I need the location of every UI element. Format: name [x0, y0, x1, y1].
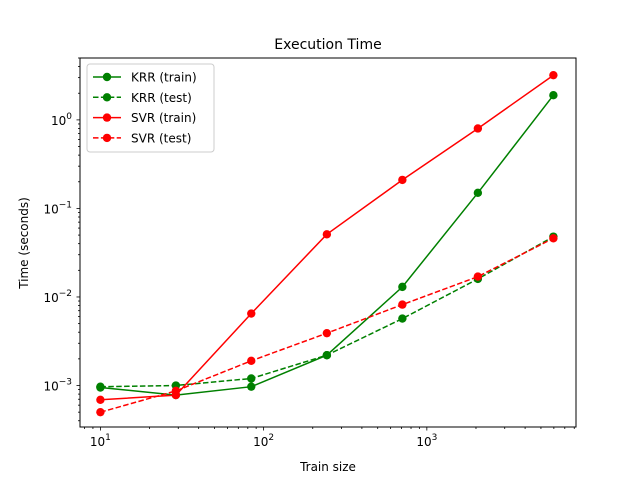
y-tick-label: 10−1 — [43, 200, 72, 216]
data-point-svr-test — [398, 300, 407, 309]
x-tick-label-base: 10 — [253, 435, 268, 449]
x-axis-ticks: 101 102 103 — [84, 427, 575, 449]
legend-marker — [102, 133, 112, 143]
data-point-krr-test — [96, 382, 105, 391]
data-point-svr-test — [247, 356, 256, 366]
y-tick-label-base: 10 — [43, 380, 58, 394]
series-layer — [96, 70, 558, 417]
data-point-svr-test — [96, 407, 105, 417]
y-axis-title: Time (seconds) — [17, 197, 31, 290]
legend-label: KRR (train) — [131, 71, 197, 85]
data-point-krr-train — [398, 282, 407, 292]
legend-marker — [102, 72, 112, 82]
legend: KRR (train) KRR (test) SVR (train) SVR (tes… — [86, 63, 215, 153]
x-tick-label-base: 10 — [90, 435, 105, 449]
y-tick-label-base: 10 — [43, 202, 58, 216]
series-line-krr-test — [100, 236, 554, 388]
legend-marker — [102, 93, 112, 102]
data-point-svr-train — [398, 175, 407, 185]
data-point-krr-train — [549, 91, 558, 100]
y-tick-label: 10−2 — [43, 289, 72, 305]
data-point-krr-train — [247, 382, 256, 391]
y-tick-label-base: 10 — [51, 114, 66, 128]
y-tick-label: 100 — [51, 112, 72, 128]
legend-marker — [102, 113, 112, 122]
y-tick-label-exponent: −3 — [59, 378, 72, 388]
x-tick-label: 101 — [90, 433, 111, 449]
legend-label: KRR (test) — [131, 91, 192, 105]
data-point-krr-test — [322, 350, 332, 360]
data-point-svr-train — [549, 70, 558, 80]
legend-label: SVR (test) — [131, 131, 191, 145]
data-point-svr-test — [322, 328, 332, 338]
x-tick-label-exponent: 1 — [105, 433, 111, 443]
legend-label: SVR (train) — [131, 111, 196, 125]
y-tick-label-exponent: 0 — [66, 112, 72, 122]
data-point-svr-train — [473, 124, 483, 133]
data-point-krr-test — [398, 314, 407, 323]
y-tick-label: 10−3 — [43, 378, 72, 394]
data-point-krr-test — [247, 374, 256, 383]
legend-box — [86, 63, 215, 153]
x-tick-label: 102 — [253, 433, 274, 449]
data-point-svr-train — [96, 395, 105, 404]
data-point-svr-test — [473, 272, 483, 281]
x-axis-title: Train size — [299, 460, 356, 474]
data-point-krr-train — [473, 188, 483, 198]
y-tick-label-exponent: −1 — [59, 200, 72, 210]
data-point-svr-test — [171, 386, 181, 396]
x-tick-label-base: 10 — [416, 435, 431, 449]
data-point-svr-test — [549, 234, 558, 243]
x-tick-label-exponent: 2 — [268, 433, 274, 443]
y-tick-label-exponent: −2 — [59, 289, 72, 299]
x-tick-label-exponent: 3 — [432, 433, 438, 443]
data-point-svr-train — [247, 309, 256, 318]
y-tick-label-base: 10 — [43, 291, 58, 305]
plot-frame — [79, 57, 577, 428]
x-tick-label: 103 — [416, 433, 437, 449]
chart-title: Execution Time — [274, 37, 381, 53]
data-point-svr-train — [322, 230, 332, 239]
